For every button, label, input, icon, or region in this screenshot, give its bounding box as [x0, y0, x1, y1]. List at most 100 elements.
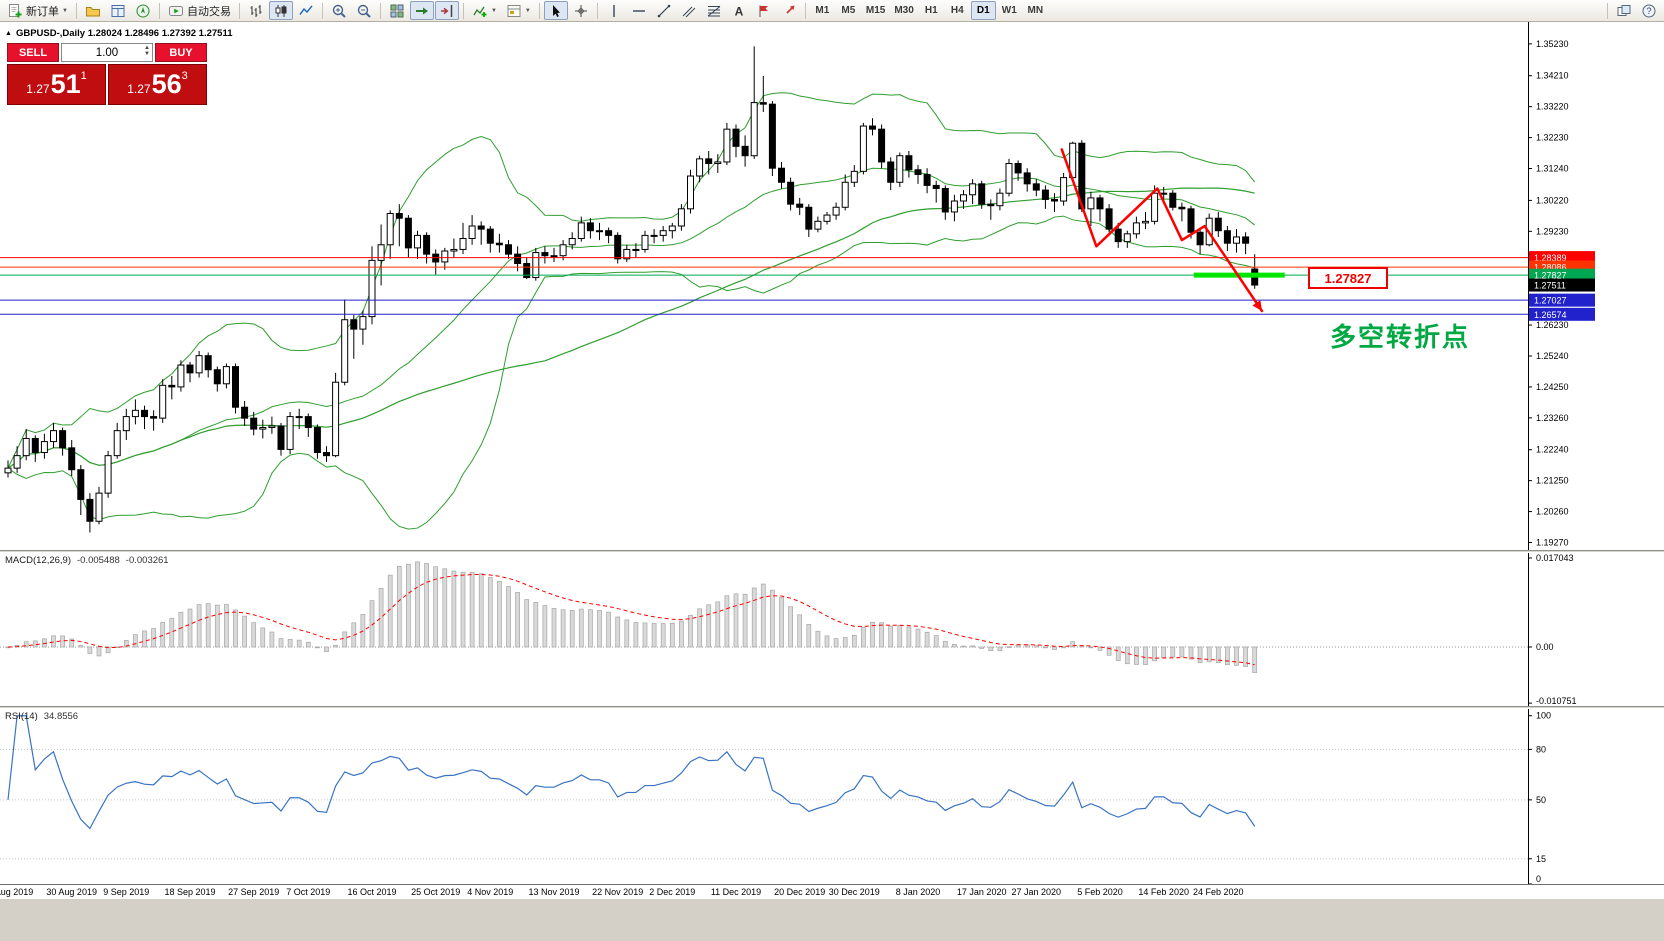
trend-zigzag-arrow[interactable]	[1060, 148, 1264, 313]
new-order-icon	[7, 3, 23, 19]
spinner-down-icon[interactable]: ▼	[144, 51, 150, 57]
line-chart-button[interactable]	[294, 1, 318, 20]
macd-chart-canvas[interactable]: 0.017043 0.00 -0.010751	[0, 553, 1664, 706]
rsi-header: RSI(14) 34.8556	[5, 711, 78, 722]
button-label: 新订单	[26, 5, 59, 18]
new-order-button[interactable]: 新订单 ▼	[3, 1, 72, 20]
rsi-axis-label: 15	[1536, 854, 1546, 864]
price-axis-label: 1.31240	[1536, 164, 1569, 174]
profiles-button[interactable]	[81, 1, 105, 20]
price-tag: 1.26574	[1529, 307, 1595, 321]
trendline-icon	[656, 3, 672, 19]
date-axis-label: 8 Jan 2020	[895, 887, 941, 897]
macd-axis-label: 0.00	[1536, 642, 1554, 652]
chart-shift-button[interactable]	[434, 1, 459, 20]
autotrading-button[interactable]: 自动交易	[164, 1, 235, 20]
date-axis-label: 27 Jan 2020	[1011, 887, 1062, 897]
text-icon: A	[731, 3, 747, 19]
label-button[interactable]	[752, 1, 776, 20]
price-axis-label: 1.29230	[1536, 226, 1569, 236]
arrows-button[interactable]	[777, 1, 801, 20]
timeframe-m5-button[interactable]: M5	[841, 5, 856, 16]
cursor-button[interactable]	[543, 1, 568, 20]
text-button[interactable]: A	[727, 1, 751, 20]
volume-input[interactable]: 1.00 ▲ ▼	[61, 43, 153, 62]
svg-text:1.27511: 1.27511	[1534, 281, 1566, 291]
main-chart-canvas[interactable]: 1.35230 1.34210 1.33220 1.32230 1.31240 1.302…	[0, 22, 1664, 550]
price-axis-label: 1.34210	[1536, 71, 1569, 81]
chart-title-text: GBPUSD-,Daily 1.28024 1.28496 1.27392 1.…	[15, 28, 233, 39]
dropdown-caret-icon: ▼	[62, 7, 68, 14]
svg-text:1.28389: 1.28389	[1534, 253, 1567, 263]
bar-chart-button[interactable]	[244, 1, 268, 20]
timeframe-h1-button[interactable]: H1	[924, 5, 938, 16]
horizontal-line-button[interactable]	[627, 1, 651, 20]
panel-resize-handle[interactable]	[0, 550, 1664, 553]
price-level-label[interactable]: 1.27827	[1308, 267, 1388, 289]
candlestick-chart-button[interactable]	[268, 1, 293, 20]
date-axis-label: 16 Oct 2019	[347, 887, 397, 897]
macd-label: MACD(12,26,9)	[5, 555, 71, 566]
rsi-axis-label: 50	[1536, 795, 1546, 805]
timeframe-m30-button[interactable]: M30	[894, 5, 914, 16]
indicators-button[interactable]: ▼	[468, 1, 501, 20]
date-axis-label: 9 Sep 2019	[103, 887, 150, 897]
market-watch-button[interactable]	[106, 1, 130, 20]
buy-button[interactable]: BUY	[155, 43, 207, 62]
navigator-icon	[135, 3, 151, 19]
auto-scroll-button[interactable]	[409, 1, 434, 20]
trendline-button[interactable]	[652, 1, 676, 20]
main-toolbar: 新订单 ▼ 自动交易 ▼ ▼ A M1 M5 M15 M30 H1 H4 D1 W1 MN?	[0, 0, 1664, 22]
window-list-button[interactable]	[1612, 1, 1636, 20]
zoom-in-button[interactable]	[327, 1, 351, 20]
timeframe-mn-button[interactable]: MN	[1027, 5, 1044, 16]
turning-point-annotation[interactable]: 多空转折点	[1330, 322, 1471, 352]
fibonacci-button[interactable]	[702, 1, 726, 20]
crosshair-button[interactable]	[569, 1, 593, 20]
panel-resize-handle[interactable]	[0, 706, 1664, 709]
price-axis-label: 1.30220	[1536, 195, 1569, 205]
bollinger-bands	[7, 92, 1256, 530]
templates-button[interactable]: ▼	[502, 1, 535, 20]
date-axis-label: 21 Aug 2019	[0, 887, 34, 897]
one-click-trading-panel: SELL 1.00 ▲ ▼ BUY 1.27 51 1 1.27 56 3	[7, 43, 207, 105]
ask-price-panel[interactable]: 1.27 56 3	[108, 64, 207, 105]
zoom-in-icon	[331, 3, 347, 19]
date-axis-label: 2 Dec 2019	[649, 887, 696, 897]
channel-button[interactable]	[677, 1, 701, 20]
templates-icon	[506, 3, 522, 19]
button-label: 自动交易	[186, 5, 231, 18]
price-axis-label: 1.21250	[1536, 476, 1569, 486]
date-axis-label: 11 Dec 2019	[710, 887, 762, 897]
toolbar-separator	[1607, 2, 1608, 19]
macd-axis-label: 0.017043	[1536, 553, 1574, 563]
date-axis-label: 20 Dec 2019	[774, 887, 826, 897]
bid-price-panel[interactable]: 1.27 51 1	[7, 64, 106, 105]
volume-spinner[interactable]: ▲ ▼	[144, 45, 150, 57]
rsi-chart-canvas[interactable]: 100 80 50 15 0	[0, 709, 1664, 884]
sell-button[interactable]: SELL	[7, 43, 59, 62]
zoom-out-icon	[356, 3, 372, 19]
navigator-button[interactable]	[131, 1, 155, 20]
vertical-line-button[interactable]	[602, 1, 626, 20]
timeframe-d1-button[interactable]: D1	[970, 1, 996, 20]
macd-axis-label: -0.010751	[1536, 696, 1577, 706]
timeframe-h4-button[interactable]: H4	[950, 5, 964, 16]
svg-text:1.27827: 1.27827	[1534, 271, 1567, 281]
cursor-icon	[548, 3, 564, 19]
chart-collapse-icon[interactable]: ▲	[5, 30, 12, 37]
vertical-line-icon	[606, 3, 622, 19]
timeframe-m15-button[interactable]: M15	[865, 5, 886, 16]
date-axis-label: 30 Dec 2019	[828, 887, 880, 897]
timeframe-m1-button[interactable]: M1	[815, 5, 830, 16]
date-axis-label: 27 Sep 2019	[228, 887, 280, 897]
spinner-up-icon[interactable]: ▲	[144, 45, 150, 51]
help-button[interactable]: ?	[1637, 1, 1661, 20]
toolbar-separator	[238, 2, 240, 19]
timeframe-w1-button[interactable]: W1	[1001, 5, 1017, 16]
macd-main-value: -0.005488	[77, 555, 120, 566]
tile-windows-button[interactable]	[385, 1, 409, 20]
time-axis[interactable]: 21 Aug 2019 30 Aug 2019 9 Sep 2019 18 Sep 2…	[0, 884, 1664, 898]
zoom-out-button[interactable]	[352, 1, 376, 20]
